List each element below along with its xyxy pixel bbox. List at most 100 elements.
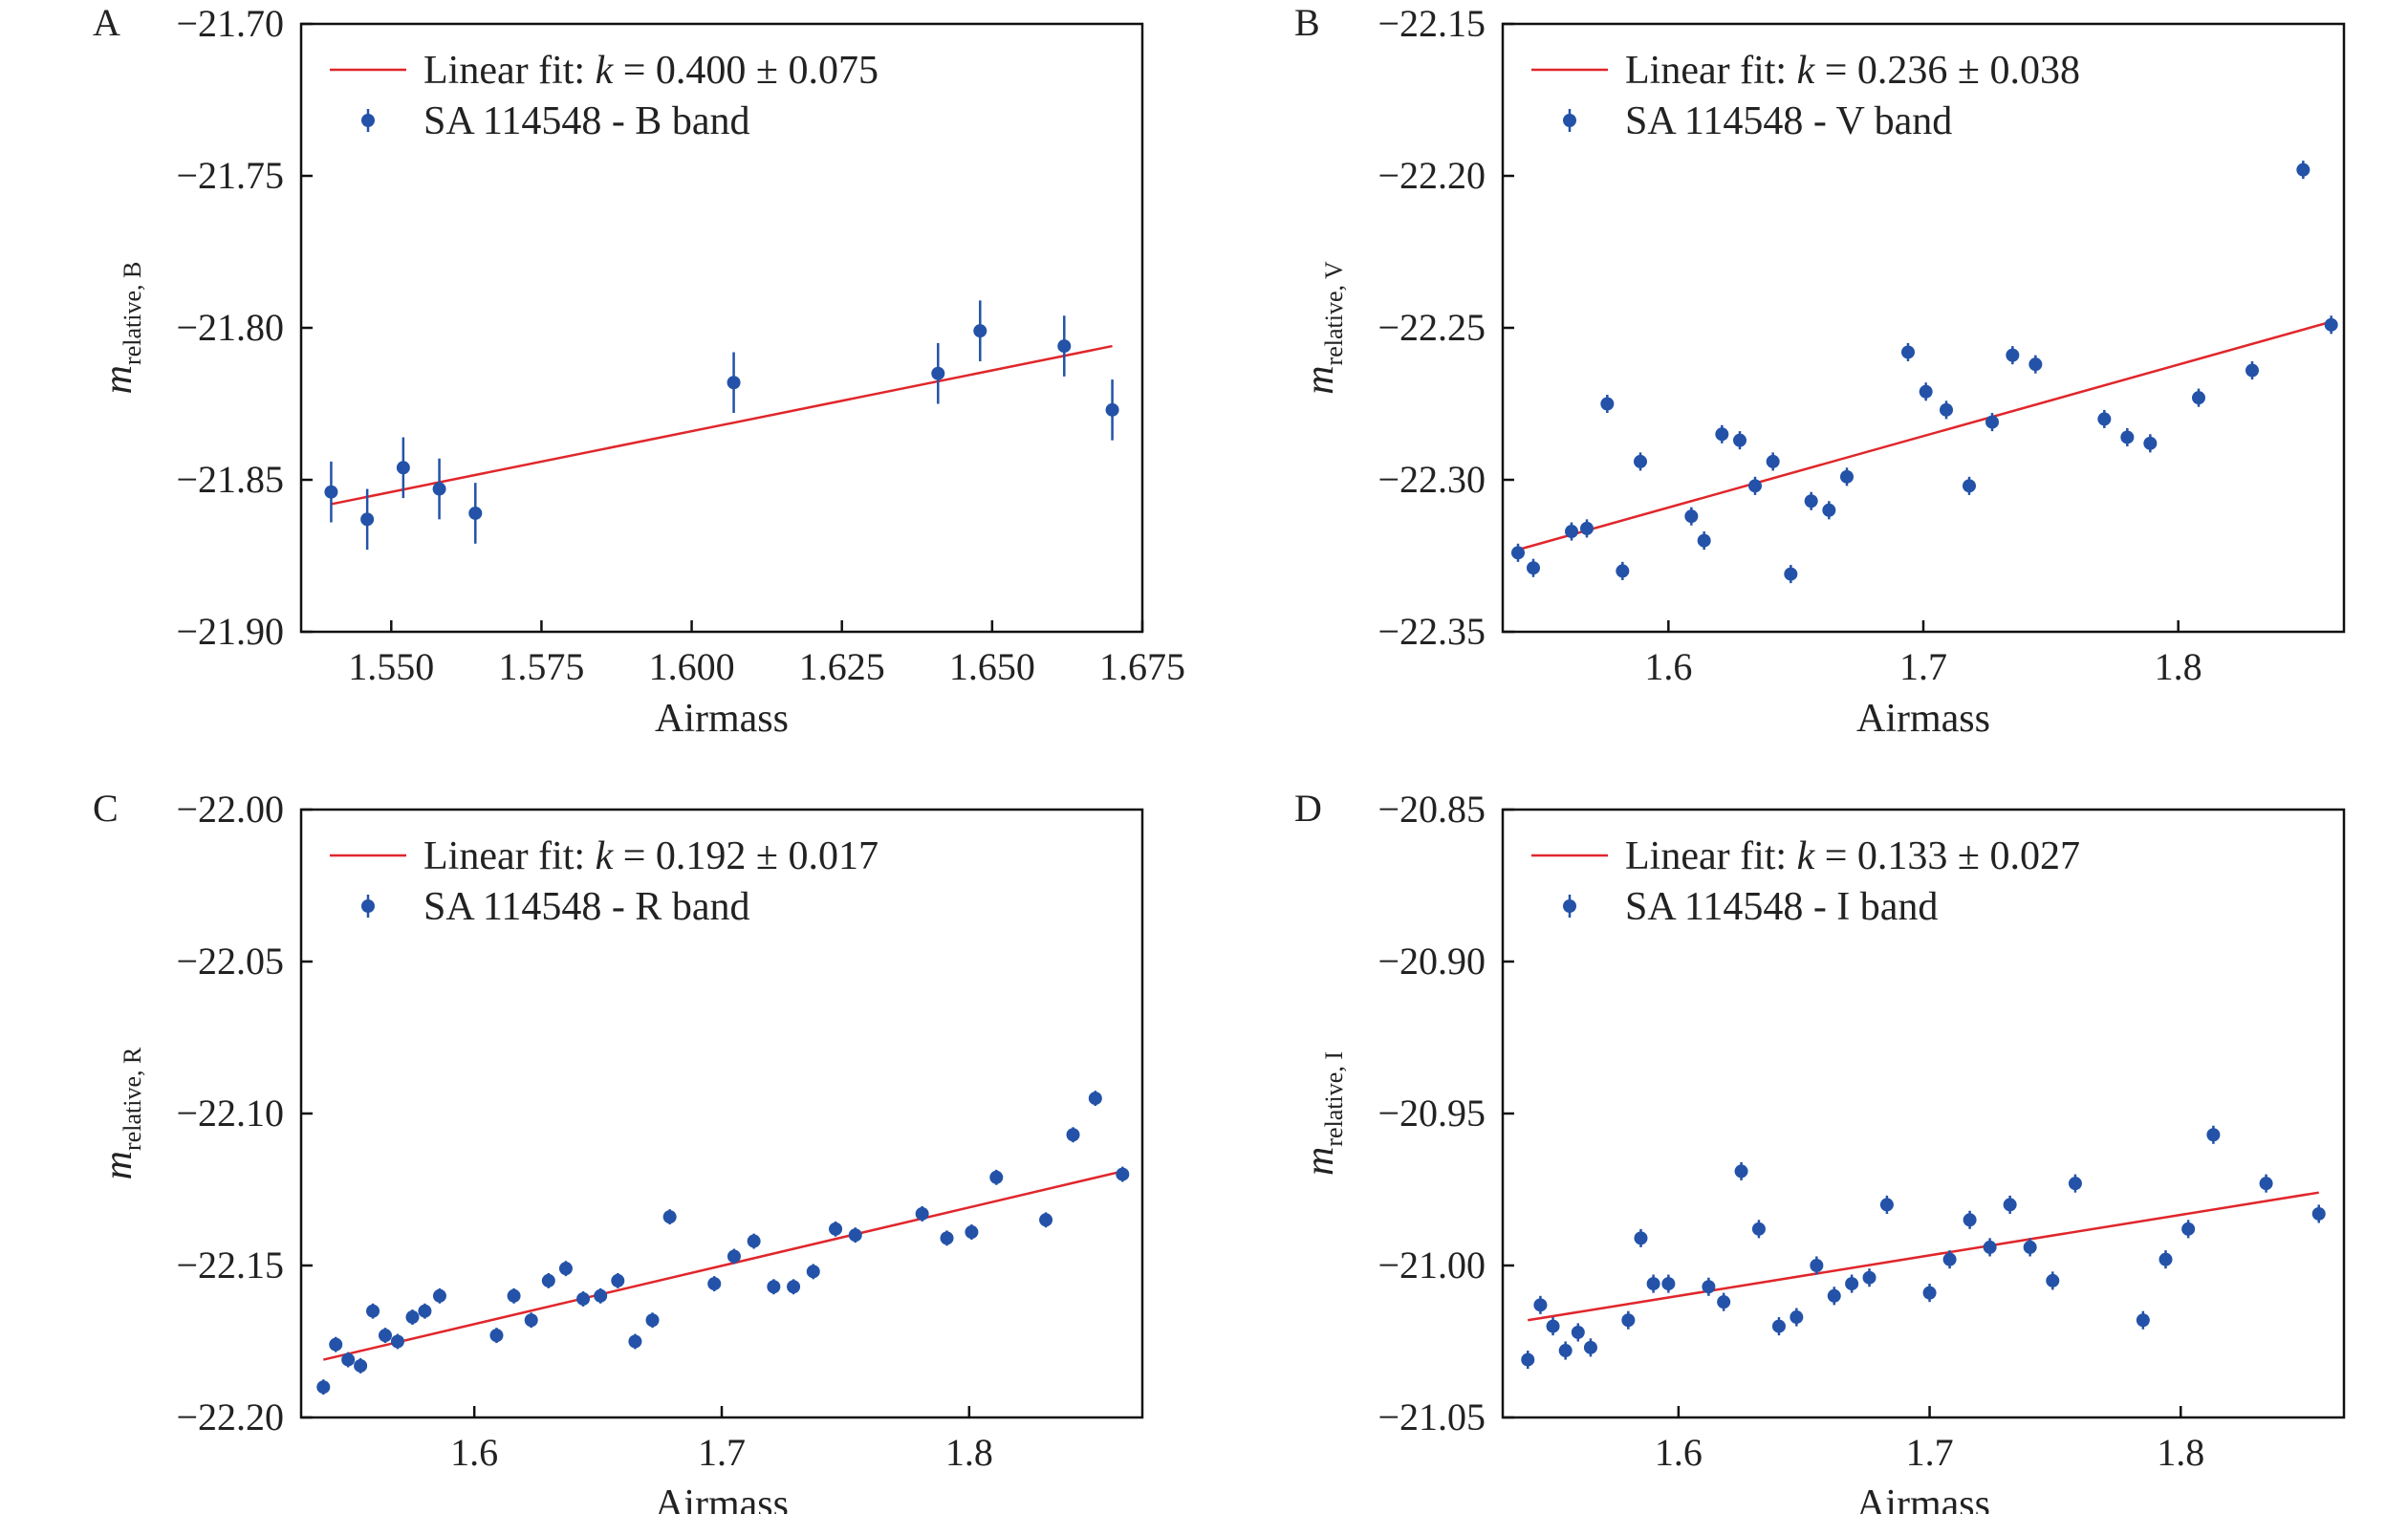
x-axis-title-b: Airmass [1856,697,1990,741]
data-point-d [1571,1325,1585,1339]
data-point-c [524,1313,538,1328]
x-axis-title-a: Airmass [655,697,789,741]
x-tick-label-a: 1.675 [1099,645,1185,688]
data-point-c [489,1329,504,1343]
data-point-d [2259,1177,2273,1191]
legend-point-swatch-a [361,114,375,127]
fit-line-a [331,344,1113,506]
panel-letter-b: B [1294,1,1320,44]
data-point-a [324,485,338,499]
x-tick-label-a: 1.575 [498,645,584,688]
legend-fit-prefix-c: Linear fit: [423,834,596,878]
data-point-c [594,1288,608,1303]
x-tick-label-a: 1.550 [348,645,434,688]
y-tick-label-c: −22.10 [176,1092,284,1135]
legend-fit-value-d: = 0.133 ± 0.027 [1814,834,2080,878]
legend-series-label-b: SA 114548 - V band [1625,99,1952,143]
data-point-b [2324,317,2338,332]
data-point-d [1983,1240,1997,1254]
y-tick-label-c: −22.15 [176,1244,284,1287]
panel-letter-c: C [93,787,119,830]
legend-fit-value-c: = 0.192 ± 0.017 [613,834,879,878]
data-point-a [432,482,446,496]
data-point-c [354,1358,368,1373]
x-tick-label-d: 1.7 [1906,1431,1954,1474]
data-point-d [1963,1213,1977,1227]
x-axis-title-d: Airmass [1856,1482,1990,1514]
legend-fit-prefix-d: Linear fit: [1625,834,1797,878]
data-point-d [2181,1222,2196,1236]
data-point-d [1922,1286,1937,1300]
data-point-d [1546,1319,1560,1333]
data-point-d [1734,1164,1748,1179]
y-tick-label-b: −22.35 [1378,610,1486,653]
y-axis-title-c: mrelative, R [97,1047,146,1179]
y-axis-symbol-c: m [97,1151,141,1179]
data-point-d [1827,1288,1841,1303]
data-point-a [360,512,375,527]
y-tick-label-d: −20.90 [1378,940,1486,983]
data-point-a [1057,339,1072,354]
data-point-b [2296,162,2310,177]
data-point-d [1583,1340,1597,1354]
data-point-b [2192,391,2205,405]
data-point-b [1840,469,1854,484]
data-point-d [1942,1252,1957,1266]
data-point-c [989,1170,1004,1184]
legend-fit-var-c: k [596,834,615,878]
y-axis-subscript-c: relative, R [119,1047,146,1151]
y-axis-symbol-a: m [97,365,141,394]
legend-point-swatch-d [1563,899,1576,913]
panel-a: A 1.550 1.575 1.600 1.625 1.650 1.675 −21.70 −21… [93,1,1185,741]
data-point-b [1697,533,1711,548]
data-point-b [1634,454,1647,468]
legend-fit-var-d: k [1797,834,1816,878]
data-point-c [767,1280,781,1294]
data-point-d [1751,1222,1766,1236]
data-point-c [576,1291,591,1306]
y-tick-label-d: −20.85 [1378,788,1486,831]
data-point-c [1039,1213,1053,1227]
y-tick-label-b: −22.25 [1378,306,1486,349]
legend-fit-label-b: Linear fit: k = 0.236 ± 0.038 [1625,49,2080,93]
data-point-d [1634,1231,1648,1245]
data-point-d [1521,1352,1535,1367]
x-tick-label-d: 1.8 [2157,1431,2204,1474]
data-point-b [1901,345,1915,359]
data-point-d [2023,1240,2037,1254]
data-point-d [2046,1273,2060,1287]
legend-fit-label-d: Linear fit: k = 0.133 ± 0.027 [1625,834,2080,878]
panel-d: D 1.6 1.7 1.8 −20.85 −20.90 −20.95 −21.00 −21.05… [1294,787,2346,1514]
data-point-d [1558,1344,1573,1358]
y-axis-subscript-a: relative, B [119,262,146,365]
y-tick-label-c: −22.20 [176,1395,284,1438]
legend-fit-prefix-a: Linear fit: [423,49,596,93]
data-point-c [316,1380,331,1395]
data-point-b [2097,412,2112,426]
data-point-b [1963,479,1976,493]
x-tick-label-a: 1.625 [799,645,885,688]
data-point-b [1715,427,1729,442]
data-point-c [806,1265,820,1279]
data-point-c [628,1334,642,1349]
data-point-c [707,1277,722,1291]
y-tick-label-a: −21.75 [176,154,284,197]
x-tick-label-b: 1.6 [1644,645,1692,688]
x-tick-label-b: 1.7 [1899,645,1947,688]
data-point-d [1621,1313,1636,1328]
y-tick-label-c: −22.05 [176,940,284,983]
data-point-c [541,1273,555,1287]
data-point-a [396,461,410,475]
data-point-c [611,1273,625,1287]
fit-line-b [1517,320,2332,552]
data-point-b [2120,430,2135,444]
data-point-d [1717,1295,1731,1309]
y-tick-label-a: −21.80 [176,306,284,349]
data-point-c [341,1352,356,1367]
legend-series-label-d: SA 114548 - I band [1625,885,1938,929]
data-point-b [1822,503,1836,517]
data-point-a [1105,402,1119,417]
data-point-c [662,1210,677,1224]
data-point-c [940,1231,954,1245]
data-point-d [1702,1280,1716,1294]
